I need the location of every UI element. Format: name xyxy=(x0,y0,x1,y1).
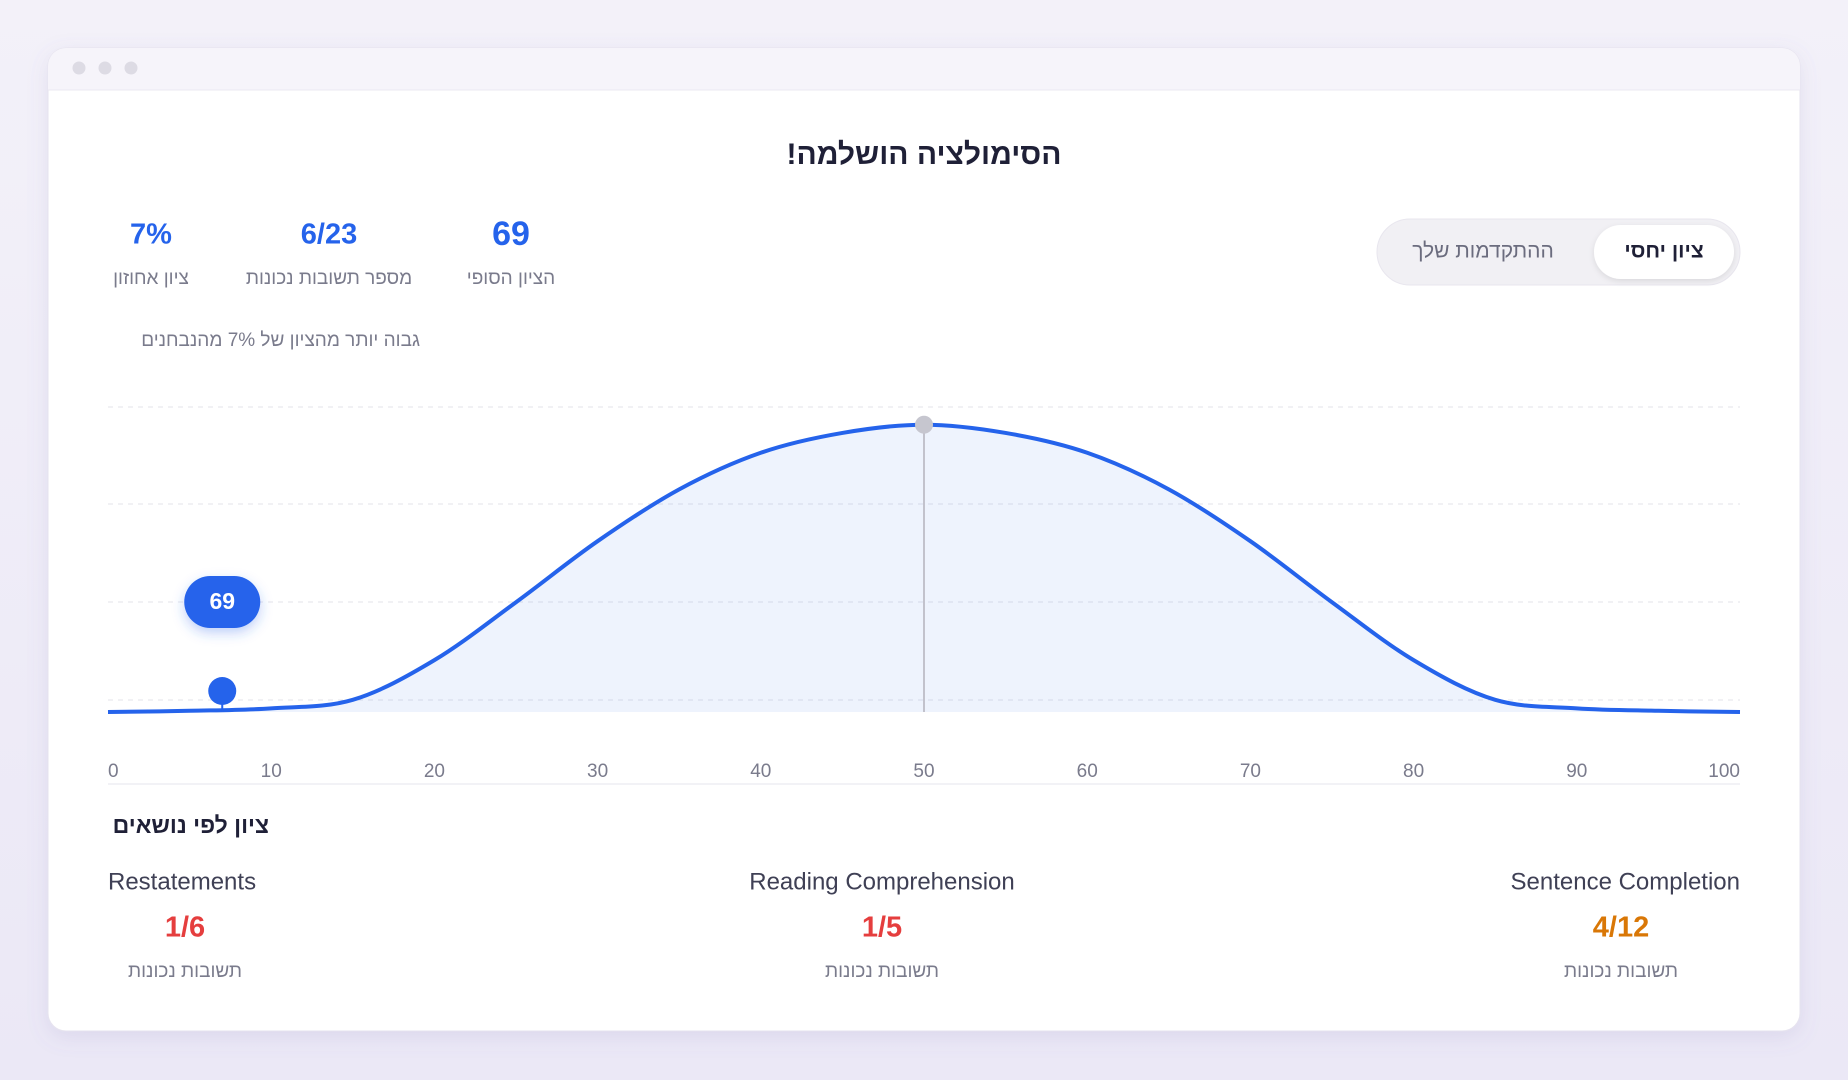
chart: 0 10 20 30 40 50 60 70 80 90 100 69 xyxy=(107,406,1741,785)
stat-value: 6/23 xyxy=(301,219,357,251)
score-bubble xyxy=(184,576,261,628)
x-tick-label: 30 xyxy=(587,761,608,782)
x-tick-label: 10 xyxy=(261,761,282,782)
x-tick-label: 70 xyxy=(1240,761,1261,782)
percentile-note: גבוה יותר מהציון של 7% מהנבחנים xyxy=(141,330,420,351)
topics-title: ציון לפי נושאים xyxy=(113,812,269,838)
topic-label: תשובות נכונות xyxy=(825,961,939,982)
topic-score: 4/12 xyxy=(1593,912,1649,944)
reference-dot xyxy=(915,415,933,434)
x-tick-label: 40 xyxy=(750,761,771,782)
topic-label: תשובות נכונות xyxy=(128,961,242,982)
window-bar xyxy=(48,48,1800,90)
stat-label: הציון הסופי xyxy=(467,268,555,289)
stat-value: 69 xyxy=(492,215,530,253)
window-dot xyxy=(72,61,86,75)
topic-name: Reading Comprehension xyxy=(749,868,1015,895)
x-tick-label: 80 xyxy=(1403,761,1424,782)
topics: ציון לפי נושאים Restatements 1/6 תשובות נכ… xyxy=(108,812,1740,982)
tab[interactable]: ההתקדמות שלך xyxy=(1412,240,1554,263)
topic-score: 1/5 xyxy=(862,912,902,944)
x-tick-label: 100 xyxy=(1708,761,1740,782)
stat-value: 7% xyxy=(130,219,172,251)
topic-label: תשובות נכונות xyxy=(1564,961,1678,982)
tab[interactable]: ציון יחסי xyxy=(1624,240,1703,263)
score-bubble-label: 69 xyxy=(209,588,235,614)
stats: 69 הציון הסופי 6/23 מספר תשובות נכונות 7% ציו… xyxy=(113,215,555,289)
topic-name: Sentence Completion xyxy=(1511,868,1740,895)
tab-active-bg xyxy=(1594,225,1734,279)
x-tick-label: 90 xyxy=(1566,761,1587,782)
x-tick-label: 60 xyxy=(1077,761,1098,782)
window-dot xyxy=(124,61,138,75)
tab-switch: ציון יחסי ההתקדמות שלך xyxy=(1376,218,1741,286)
x-tick-label: 20 xyxy=(424,761,445,782)
x-tick-label: 50 xyxy=(913,761,934,782)
score-marker xyxy=(208,677,237,705)
stat-label: מספר תשובות נכונות xyxy=(246,268,412,289)
topic-name: Restatements xyxy=(108,868,256,895)
window-dot xyxy=(98,61,112,75)
topic-score: 1/6 xyxy=(165,912,205,944)
stat-label: ציון אחוזון xyxy=(113,268,189,289)
x-tick-label: 0 xyxy=(108,761,119,782)
page-title: הסימולציה הושלמה! xyxy=(786,138,1061,171)
